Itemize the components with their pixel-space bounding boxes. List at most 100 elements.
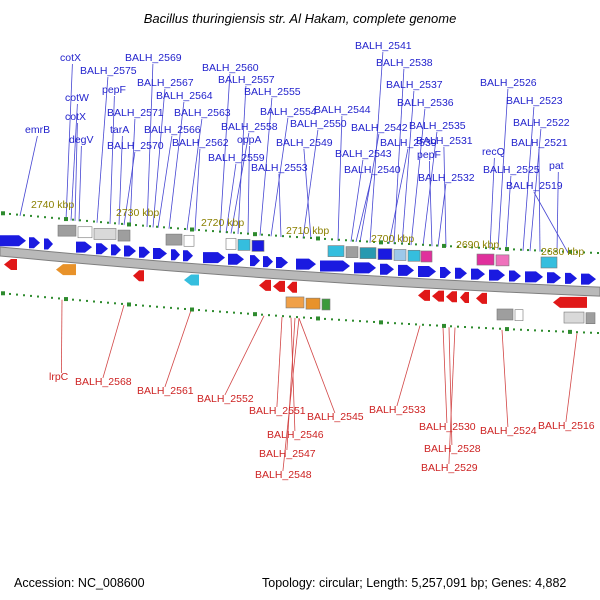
feature-box[interactable] — [117, 229, 131, 242]
gene-arrow-forward[interactable] — [320, 260, 350, 272]
feature-box[interactable] — [420, 250, 433, 263]
gene-label-forward[interactable]: BALH_2532 — [418, 172, 475, 184]
gene-label-forward[interactable]: cotX — [65, 111, 87, 123]
gene-label-forward[interactable]: BALH_2540 — [344, 164, 401, 176]
gene-arrow-forward[interactable] — [183, 250, 193, 262]
gene-label-reverse[interactable]: BALH_2568 — [75, 376, 132, 388]
gene-label-forward[interactable]: BALH_2536 — [397, 97, 454, 109]
gene-arrow-forward[interactable] — [29, 237, 40, 249]
gene-arrow-forward[interactable] — [525, 271, 543, 283]
feature-box[interactable] — [540, 256, 558, 269]
gene-arrow-forward[interactable] — [203, 252, 225, 264]
gene-label-forward[interactable]: BALH_2525 — [483, 164, 540, 176]
gene-arrow-forward[interactable] — [0, 235, 26, 247]
gene-label-forward[interactable]: BALH_2570 — [107, 140, 164, 152]
feature-box[interactable] — [305, 297, 321, 310]
gene-arrow-reverse[interactable] — [432, 290, 444, 302]
gene-label-reverse[interactable]: lrpC — [49, 371, 69, 383]
gene-arrow-reverse[interactable] — [553, 296, 587, 308]
gene-label-reverse[interactable]: BALH_2516 — [538, 420, 595, 432]
feature-box[interactable] — [563, 311, 585, 324]
gene-arrow-forward[interactable] — [96, 243, 108, 255]
feature-box[interactable] — [585, 312, 596, 325]
gene-label-forward[interactable]: BALH_2562 — [172, 137, 229, 149]
gene-label-reverse[interactable]: BALH_2548 — [255, 469, 312, 481]
feature-box[interactable] — [393, 249, 407, 261]
gene-label-forward[interactable]: pepF — [417, 149, 441, 161]
feature-box[interactable] — [514, 309, 524, 321]
gene-label-reverse[interactable]: BALH_2546 — [267, 429, 324, 441]
gene-label-forward[interactable]: BALH_2558 — [221, 121, 278, 133]
feature-box[interactable] — [251, 240, 265, 252]
gene-label-forward[interactable]: BALH_2541 — [355, 40, 412, 52]
feature-box[interactable] — [377, 248, 393, 260]
feature-box[interactable] — [285, 296, 305, 309]
gene-arrow-forward[interactable] — [76, 241, 92, 253]
feature-box[interactable] — [476, 253, 495, 266]
gene-arrow-reverse[interactable] — [184, 274, 199, 286]
gene-arrow-reverse[interactable] — [259, 279, 271, 291]
gene-label-forward[interactable]: degV — [69, 134, 94, 146]
gene-label-forward[interactable]: BALH_2531 — [416, 135, 473, 147]
gene-label-forward[interactable]: BALH_2538 — [376, 57, 433, 69]
gene-arrow-forward[interactable] — [124, 245, 136, 257]
gene-arrow-forward[interactable] — [139, 246, 150, 258]
gene-label-reverse[interactable]: BALH_2545 — [307, 411, 364, 423]
gene-label-forward[interactable]: BALH_2543 — [335, 148, 392, 160]
gene-label-forward[interactable]: BALH_2557 — [218, 74, 275, 86]
gene-arrow-reverse[interactable] — [418, 289, 430, 301]
gene-arrow-reverse[interactable] — [446, 291, 457, 303]
gene-label-forward[interactable]: BALH_2542 — [351, 122, 408, 134]
gene-arrow-forward[interactable] — [418, 265, 436, 277]
gene-arrow-reverse[interactable] — [460, 291, 469, 303]
feature-box[interactable] — [183, 234, 195, 247]
feature-box[interactable] — [237, 239, 251, 251]
gene-arrow-forward[interactable] — [489, 269, 505, 281]
feature-box[interactable] — [57, 224, 77, 237]
gene-label-forward[interactable]: BALH_2539 — [380, 137, 437, 149]
gene-arrow-forward[interactable] — [455, 267, 467, 279]
gene-label-reverse[interactable]: BALH_2561 — [137, 385, 194, 397]
gene-arrow-reverse[interactable] — [476, 292, 487, 304]
gene-label-forward[interactable]: BALH_2571 — [107, 107, 164, 119]
feature-box[interactable] — [225, 238, 237, 250]
feature-box[interactable] — [359, 247, 377, 259]
gene-label-forward[interactable]: pat — [549, 160, 564, 172]
gene-label-forward[interactable]: BALH_2537 — [386, 79, 443, 91]
gene-arrow-forward[interactable] — [354, 262, 376, 274]
feature-box[interactable] — [495, 254, 510, 267]
gene-label-reverse[interactable]: BALH_2524 — [480, 425, 537, 437]
gene-arrow-forward[interactable] — [471, 268, 485, 280]
gene-label-forward[interactable]: BALH_2563 — [174, 107, 231, 119]
gene-label-forward[interactable]: BALH_2569 — [125, 52, 182, 64]
gene-arrow-forward[interactable] — [547, 272, 561, 284]
gene-label-forward[interactable]: tarA — [110, 124, 130, 136]
gene-label-reverse[interactable]: BALH_2528 — [424, 443, 481, 455]
gene-arrow-forward[interactable] — [398, 264, 414, 276]
feature-box[interactable] — [407, 249, 421, 262]
gene-label-forward[interactable]: BALH_2535 — [409, 120, 466, 132]
feature-box[interactable] — [165, 233, 183, 246]
gene-label-forward[interactable]: recQ — [482, 146, 505, 158]
gene-arrow-reverse[interactable] — [287, 281, 297, 293]
feature-box[interactable] — [77, 226, 93, 239]
gene-label-forward[interactable]: cotX — [60, 52, 82, 64]
gene-arrow-reverse[interactable] — [4, 258, 17, 270]
gene-label-forward[interactable]: BALH_2559 — [208, 152, 265, 164]
feature-box[interactable] — [496, 308, 514, 321]
gene-label-reverse[interactable]: BALH_2530 — [419, 421, 476, 433]
gene-arrow-forward[interactable] — [171, 249, 180, 261]
gene-label-forward[interactable]: BALH_2566 — [144, 124, 201, 136]
gene-arrow-reverse[interactable] — [273, 280, 285, 292]
gene-label-forward[interactable]: cotW — [65, 92, 89, 104]
gene-arrow-forward[interactable] — [581, 273, 596, 285]
gene-label-forward[interactable]: BALH_2549 — [276, 137, 333, 149]
gene-label-reverse[interactable]: BALH_2547 — [259, 448, 316, 460]
gene-label-forward[interactable]: oppA — [237, 134, 262, 146]
gene-arrow-forward[interactable] — [263, 256, 273, 268]
gene-arrow-forward[interactable] — [228, 253, 244, 265]
gene-label-forward[interactable]: BALH_2560 — [202, 62, 259, 74]
gene-label-forward[interactable]: BALH_2555 — [244, 86, 301, 98]
gene-arrow-forward[interactable] — [380, 263, 394, 275]
feature-box[interactable] — [345, 246, 359, 258]
